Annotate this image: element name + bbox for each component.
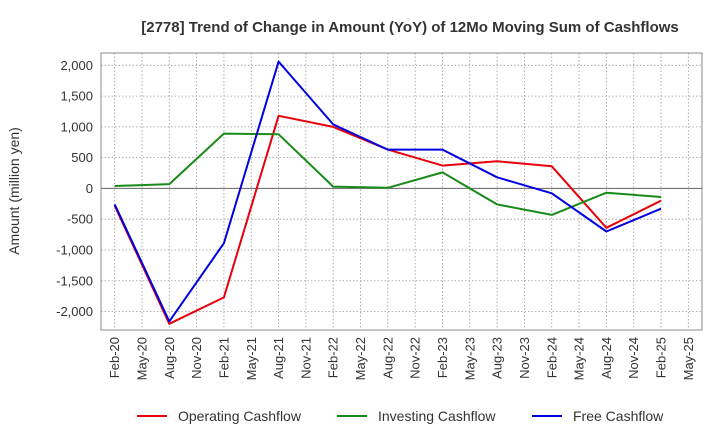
grid (101, 53, 702, 330)
x-tick-label: Feb-21 (216, 337, 231, 378)
x-tick-label: May-20 (134, 337, 149, 380)
x-tick-label: Nov-20 (189, 337, 204, 379)
x-tick-label: May-23 (462, 337, 477, 380)
x-tick-label: Aug-22 (380, 337, 395, 379)
x-tick-label: May-24 (572, 337, 587, 380)
x-tick-label: Feb-25 (654, 337, 669, 378)
y-tick-label: 500 (71, 150, 93, 165)
legend: Operating Cashflow Investing Cashflow Free… (137, 408, 664, 424)
y-tick-label: 2,000 (60, 58, 93, 73)
legend-label-free-cashflow: Free Cashflow (573, 408, 664, 424)
series-line-free-cashflow (113, 60, 662, 323)
x-tick-label: Nov-24 (626, 337, 641, 379)
legend-label-investing-cashflow: Investing Cashflow (378, 408, 496, 424)
x-tick-label: Feb-23 (435, 337, 450, 378)
x-tick-label: May-22 (353, 337, 368, 380)
x-tick-label: Feb-24 (544, 337, 559, 378)
y-axis-label: Amount (million yen) (6, 127, 22, 255)
x-tick-label: Aug-23 (490, 337, 505, 379)
x-tick-label: Nov-22 (408, 337, 423, 379)
series-lines (113, 60, 662, 325)
x-tick-label: Feb-20 (107, 337, 122, 378)
y-axis-ticks: 2,000 1,500 1,000 500 0 -500 -1,000 -1,500 -2,00… (56, 58, 93, 319)
y-tick-label: 1,500 (60, 89, 93, 104)
x-tick-label: Aug-24 (599, 337, 614, 379)
plot-frame (100, 52, 703, 331)
y-tick-label: 0 (86, 181, 93, 196)
x-tick-label: Aug-21 (271, 337, 286, 379)
x-tick-label: Nov-21 (298, 337, 313, 379)
x-tick-label: May-25 (681, 337, 696, 380)
y-tick-label: 1,000 (60, 119, 93, 134)
legend-label-operating-cashflow: Operating Cashflow (178, 408, 302, 424)
x-tick-label: Nov-23 (517, 337, 532, 379)
y-tick-label: -1,500 (56, 273, 93, 288)
x-tick-label: Aug-20 (162, 337, 177, 379)
plot-area (100, 52, 703, 331)
y-tick-label: -2,000 (56, 304, 93, 319)
x-tick-label: Feb-22 (326, 337, 341, 378)
y-tick-label: -500 (67, 212, 93, 227)
x-tick-label: May-21 (244, 337, 259, 380)
x-axis-ticks: Feb-20 May-20 Aug-20 Nov-20 Feb-21 May-21 Aug-… (107, 337, 696, 380)
y-tick-label: -1,000 (56, 242, 93, 257)
series-line-investing-cashflow (114, 132, 662, 216)
chart-title: [2778] Trend of Change in Amount (YoY) o… (141, 19, 679, 36)
